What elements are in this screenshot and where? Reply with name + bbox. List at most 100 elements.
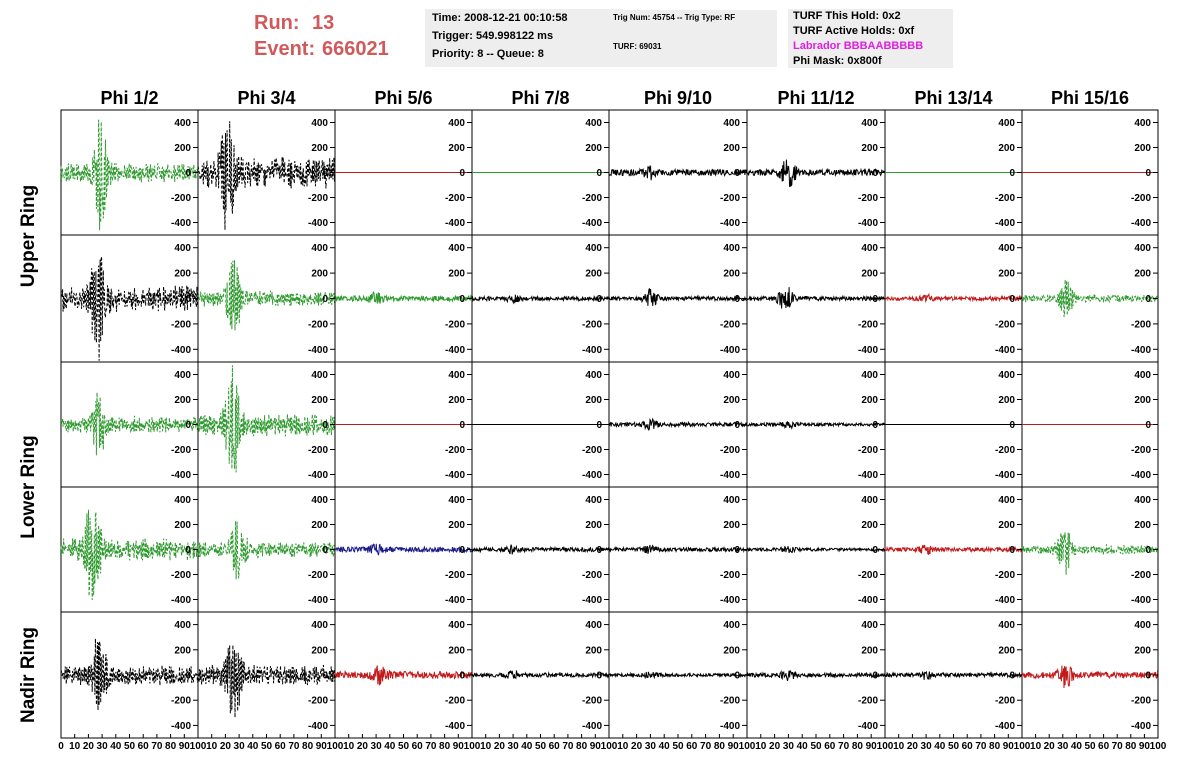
event-value: 666021 xyxy=(322,38,389,60)
waveform-trace xyxy=(746,287,886,309)
y-tick-label: 200 xyxy=(448,143,465,154)
y-tick-label: -200 xyxy=(720,445,740,456)
y-tick-label: 400 xyxy=(1134,620,1151,631)
y-tick-label: -200 xyxy=(1131,319,1151,330)
column-title: Phi 3/4 xyxy=(237,88,296,108)
y-tick-label: -200 xyxy=(582,445,602,456)
y-tick-label: 400 xyxy=(1134,370,1151,381)
waveform-trace xyxy=(197,520,336,580)
x-tick-label: 100 xyxy=(1150,741,1167,752)
y-tick-label: -400 xyxy=(582,345,602,356)
y-tick-label: 200 xyxy=(311,269,328,280)
y-tick-label: -400 xyxy=(1131,345,1151,356)
y-tick-label: 200 xyxy=(1134,520,1151,531)
y-tick-label: 0 xyxy=(734,545,740,556)
y-tick-label: -400 xyxy=(720,470,740,481)
x-tick-label: 20 xyxy=(83,741,95,752)
y-tick-label: -200 xyxy=(171,445,191,456)
event-label: Event: xyxy=(254,38,316,60)
x-tick-label: 50 xyxy=(261,741,273,752)
y-tick-label: 400 xyxy=(861,118,878,129)
y-tick-label: 400 xyxy=(174,495,191,506)
y-tick-label: 200 xyxy=(585,395,602,406)
y-tick-label: 200 xyxy=(998,143,1015,154)
y-tick-label: -400 xyxy=(171,218,191,229)
y-tick-label: 0 xyxy=(185,671,191,682)
y-tick-label: -200 xyxy=(445,193,465,204)
y-tick-label: -400 xyxy=(445,345,465,356)
column-title: Phi 7/8 xyxy=(511,88,570,108)
y-tick-label: 400 xyxy=(998,370,1015,381)
x-tick-label: 40 xyxy=(521,741,533,752)
x-tick-label: 80 xyxy=(1125,741,1137,752)
x-tick-label: 90 xyxy=(866,741,878,752)
y-tick-label: -400 xyxy=(582,721,602,732)
y-tick-label: 200 xyxy=(723,645,740,656)
y-tick-label: 200 xyxy=(311,645,328,656)
y-tick-label: -200 xyxy=(308,696,328,707)
y-tick-label: 200 xyxy=(174,269,191,280)
x-tick-label: 90 xyxy=(590,741,602,752)
y-tick-label: 400 xyxy=(1134,243,1151,254)
y-tick-label: 400 xyxy=(998,243,1015,254)
x-tick-label: 60 xyxy=(962,741,974,752)
y-tick-label: -200 xyxy=(445,696,465,707)
y-tick-label: 0 xyxy=(322,671,328,682)
waveform-trace xyxy=(334,543,473,556)
x-tick-label: 90 xyxy=(728,741,740,752)
y-tick-label: 0 xyxy=(322,168,328,179)
waveform-trace xyxy=(197,121,336,230)
y-tick-label: -400 xyxy=(308,595,328,606)
y-tick-label: 200 xyxy=(998,395,1015,406)
y-tick-label: 400 xyxy=(174,370,191,381)
y-tick-label: 200 xyxy=(174,143,191,154)
x-tick-label: 90 xyxy=(1139,741,1151,752)
waveform-trace xyxy=(334,665,473,686)
trigger-text: Trigger: 549.998122 ms xyxy=(432,30,554,42)
y-tick-label: 400 xyxy=(448,495,465,506)
x-tick-label: 10 xyxy=(343,741,355,752)
y-tick-label: 200 xyxy=(1134,395,1151,406)
y-tick-label: 200 xyxy=(723,395,740,406)
labrador-text: Labrador BBBAABBBBB xyxy=(793,40,924,52)
waveform-trace xyxy=(1021,279,1159,318)
x-tick-label: 40 xyxy=(659,741,671,752)
y-tick-label: -400 xyxy=(308,218,328,229)
y-tick-label: 400 xyxy=(723,620,740,631)
x-tick-label: 70 xyxy=(425,741,437,752)
x-tick-label: 40 xyxy=(110,741,122,752)
x-tick-label: 10 xyxy=(617,741,629,752)
y-tick-label: -400 xyxy=(308,470,328,481)
y-tick-label: 0 xyxy=(596,420,602,431)
y-tick-label: -400 xyxy=(858,595,878,606)
waveform-trace xyxy=(884,292,1023,303)
x-tick-label: 30 xyxy=(921,741,933,752)
y-tick-label: 200 xyxy=(1134,269,1151,280)
y-tick-label: 200 xyxy=(998,520,1015,531)
waveform-trace xyxy=(60,119,199,231)
y-tick-label: -200 xyxy=(858,570,878,581)
y-tick-label: -400 xyxy=(858,345,878,356)
x-tick-label: 20 xyxy=(220,741,232,752)
y-tick-label: 0 xyxy=(322,420,328,431)
x-tick-label: 70 xyxy=(700,741,712,752)
x-tick-label: 20 xyxy=(907,741,919,752)
y-tick-label: 400 xyxy=(311,370,328,381)
y-tick-label: 0 xyxy=(185,545,191,556)
y-tick-label: 200 xyxy=(448,520,465,531)
y-tick-label: 0 xyxy=(872,294,878,305)
y-tick-label: -200 xyxy=(858,696,878,707)
y-tick-label: 200 xyxy=(311,520,328,531)
x-tick-label: 60 xyxy=(1098,741,1110,752)
x-tick-label: 30 xyxy=(645,741,657,752)
x-tick-label: 60 xyxy=(412,741,424,752)
y-tick-label: 200 xyxy=(998,645,1015,656)
y-tick-label: 400 xyxy=(723,370,740,381)
y-tick-label: 0 xyxy=(596,294,602,305)
x-tick-label: 0 xyxy=(58,741,64,752)
x-tick-label: 80 xyxy=(714,741,726,752)
trigger-info-box: Trig Num: 45754 -- Trig Type: RF TURF: 6… xyxy=(606,10,777,67)
y-tick-label: 0 xyxy=(1009,420,1015,431)
y-tick-label: 0 xyxy=(872,420,878,431)
y-tick-label: 0 xyxy=(734,420,740,431)
